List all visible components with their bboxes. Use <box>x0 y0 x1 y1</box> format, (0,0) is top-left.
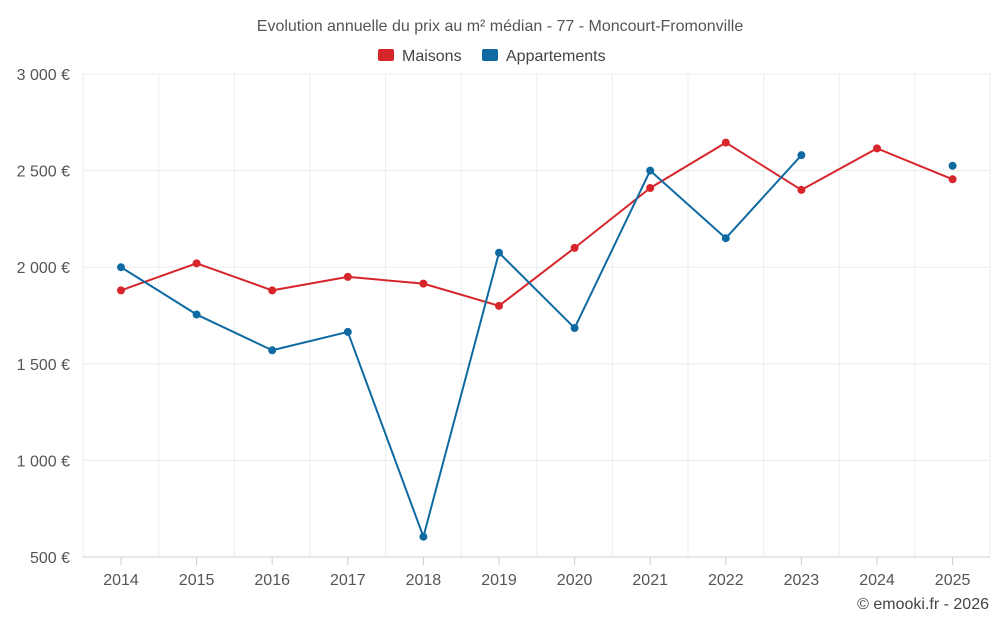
legend-item-maisons[interactable]: Maisons <box>378 48 462 65</box>
data-point-appartements[interactable] <box>117 263 125 272</box>
data-point-maisons[interactable] <box>948 175 957 184</box>
chart-title: Evolution annuelle du prix au m² médian … <box>257 18 744 35</box>
x-tick-label: 2018 <box>406 572 442 589</box>
data-point-appartements[interactable] <box>343 327 352 336</box>
y-tick-label: 500 € <box>30 550 70 567</box>
x-tick-label: 2019 <box>481 572 517 589</box>
legend-swatch-appartements <box>482 49 498 61</box>
data-point-maisons[interactable] <box>192 259 201 268</box>
series-maisons <box>117 138 957 310</box>
data-point-maisons[interactable] <box>117 286 125 295</box>
data-point-maisons[interactable] <box>495 301 503 310</box>
x-tick-label: 2017 <box>330 572 366 589</box>
data-point-maisons[interactable] <box>570 243 579 252</box>
y-tick-label: 2 500 € <box>17 164 70 181</box>
axes: 500 € 1 000 € 1 500 € 2 000 € 2 500 € 3 000 €… <box>17 67 990 589</box>
copyright-text: © emooki.fr - 2026 <box>857 596 989 613</box>
x-tick-label: 2015 <box>179 572 215 589</box>
y-tick-label: 2 000 € <box>17 260 70 277</box>
data-point-appartements[interactable] <box>797 151 806 160</box>
x-tick-label: 2022 <box>708 572 744 589</box>
y-tick-label: 1 000 € <box>17 453 70 470</box>
data-point-maisons[interactable] <box>873 144 881 153</box>
data-point-appartements[interactable] <box>721 234 730 243</box>
x-tick-label: 2023 <box>784 572 820 589</box>
x-tick-label: 2024 <box>859 572 895 589</box>
data-point-maisons[interactable] <box>646 183 655 192</box>
x-tick-label: 2025 <box>935 572 971 589</box>
data-point-maisons[interactable] <box>721 138 730 147</box>
series-line-appartements <box>120 154 803 538</box>
data-point-appartements[interactable] <box>268 346 277 355</box>
data-point-appartements[interactable] <box>570 324 579 333</box>
data-point-appartements[interactable] <box>192 310 201 319</box>
data-point-maisons[interactable] <box>797 185 806 194</box>
data-point-maisons[interactable] <box>419 279 428 288</box>
y-tick-label: 3 000 € <box>17 67 70 84</box>
data-point-appartements[interactable] <box>419 532 428 541</box>
data-point-appartements[interactable] <box>646 166 655 175</box>
series <box>117 138 957 541</box>
y-tick-label: 1 500 € <box>17 357 70 374</box>
series-line-maisons <box>120 141 954 307</box>
data-point-maisons[interactable] <box>343 272 352 281</box>
legend: Maisons Appartements <box>378 48 606 65</box>
x-tick-label: 2014 <box>103 572 139 589</box>
x-tick-label: 2016 <box>254 572 290 589</box>
x-tick-label: 2021 <box>632 572 668 589</box>
data-point-appartements[interactable] <box>495 248 503 257</box>
legend-label-maisons: Maisons <box>402 48 462 65</box>
legend-label-appartements: Appartements <box>506 48 606 65</box>
grid <box>82 73 991 557</box>
series-appartements <box>117 151 957 541</box>
legend-item-appartements[interactable]: Appartements <box>482 48 606 65</box>
x-tick-label: 2020 <box>557 572 593 589</box>
data-point-maisons[interactable] <box>268 286 277 295</box>
legend-swatch-maisons <box>378 49 394 61</box>
data-point-appartements[interactable] <box>948 161 957 170</box>
